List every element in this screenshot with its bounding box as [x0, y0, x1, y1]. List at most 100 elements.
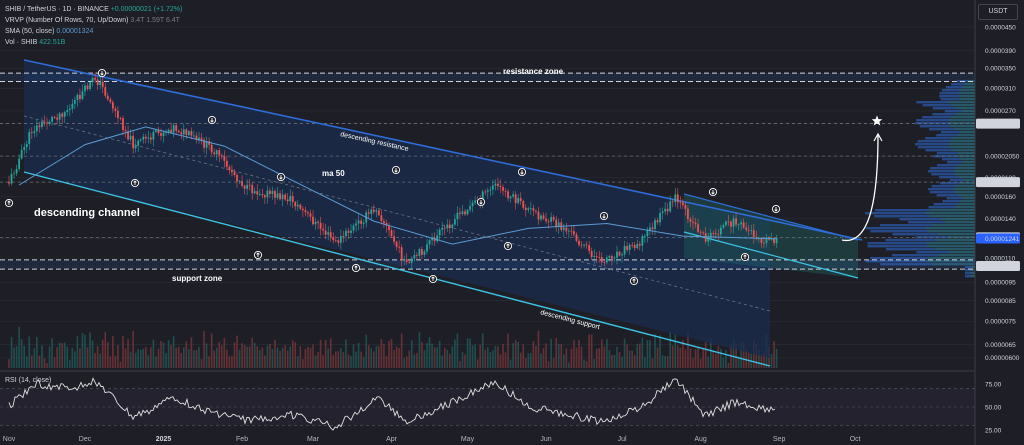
profile-bar-up — [865, 227, 926, 230]
candle-body — [155, 130, 157, 132]
candle-body — [461, 211, 464, 214]
candle-body — [51, 116, 53, 122]
volume-bar — [512, 343, 514, 368]
volume-bar — [568, 362, 570, 368]
profile-bar-down — [970, 275, 975, 278]
candle-body — [367, 212, 370, 214]
candle-body — [73, 100, 76, 104]
volume-bar — [18, 326, 20, 368]
candle-body — [122, 118, 124, 131]
candle-body — [730, 221, 732, 227]
candle-body — [641, 236, 644, 246]
candle-body — [745, 227, 748, 230]
candle-body — [727, 221, 730, 223]
volume-bar — [188, 349, 190, 368]
profile-bar-down — [929, 215, 975, 218]
volume-bar — [365, 334, 367, 368]
candle-body — [507, 191, 509, 199]
candle-body — [719, 227, 722, 235]
volume-bar — [725, 349, 727, 368]
pivot-markers — [4, 68, 883, 286]
volume-bar — [545, 343, 547, 368]
currency-badge[interactable]: USDT — [978, 4, 1018, 20]
arrow-down-icon — [391, 165, 401, 175]
profile-bar-up — [919, 125, 951, 128]
volume-bar — [221, 345, 223, 368]
volume-bar — [281, 347, 284, 368]
volume-bar — [28, 336, 31, 368]
profile-bar-down — [959, 182, 975, 185]
profile-bar-down — [925, 227, 975, 230]
resistance-zone-band — [0, 73, 975, 82]
candle-body — [517, 198, 520, 204]
volume-bar — [423, 350, 426, 368]
candle-body — [524, 207, 527, 211]
symbol-label[interactable]: SHIB / TetherUS · 1D · BINANCE — [5, 6, 109, 13]
price-axis[interactable]: 0.0000450 0.0000390 0.0000350 0.0000310 0.00… — [974, 0, 1024, 445]
profile-bar-up — [922, 104, 952, 107]
candle-body — [565, 227, 568, 232]
current-price-label-bg — [976, 233, 1020, 244]
time-tick-label: Oct — [850, 436, 861, 443]
price-tick-label: 0.00001050 — [985, 263, 1020, 270]
volume-bar — [112, 336, 114, 368]
sma-label[interactable]: SMA (50, close) — [5, 28, 55, 35]
candle-body — [595, 256, 598, 258]
price-tick-label: 0.0000350 — [985, 66, 1016, 73]
candlesticks — [8, 72, 778, 270]
volume-bar — [659, 335, 661, 368]
candle-body — [575, 234, 578, 241]
candle-body — [671, 201, 674, 203]
time-axis[interactable]: Nov Dec 2025 Feb Mar Apr May Jun Jul Aug Sep Oct — [3, 436, 861, 443]
candle-body — [395, 241, 398, 247]
candle-body — [48, 121, 51, 123]
candle-body — [81, 91, 84, 100]
candle-body — [747, 229, 750, 231]
volume-bar — [91, 340, 94, 368]
profile-bar-down — [937, 254, 975, 257]
candle-body — [360, 220, 363, 224]
volume-bar — [438, 340, 441, 368]
volume-bar — [497, 346, 499, 368]
candle-body — [481, 191, 484, 202]
volume-bar — [433, 347, 436, 368]
profile-bar-up — [936, 152, 958, 155]
profile-bar-up — [941, 89, 961, 92]
volume-bar — [46, 363, 48, 368]
volume-bar — [289, 346, 291, 368]
volume-bar — [770, 353, 773, 368]
level-label-bg — [976, 261, 1020, 271]
profile-bar-down — [962, 161, 975, 164]
volume-bar — [162, 342, 165, 368]
vrvp-label[interactable]: VRVP (Number Of Rows, 70, Up/Down) — [5, 17, 129, 24]
volume-bar — [309, 347, 312, 368]
volume-bar — [373, 351, 375, 368]
profile-bar-down — [953, 188, 975, 191]
volume-bar — [10, 337, 13, 368]
candle-body — [388, 225, 390, 231]
sma-value: 0.00001324 — [56, 28, 94, 35]
volume-bar — [525, 358, 527, 368]
volume-label[interactable]: Vol · SHIB — [5, 39, 38, 46]
rsi-tick-label: 75.00 — [985, 381, 1002, 388]
volume-bar — [727, 362, 730, 368]
volume-bar — [56, 347, 58, 368]
profile-bar-up — [931, 173, 956, 176]
price-tick-label: 0.0000065 — [985, 342, 1016, 349]
candle-body — [593, 256, 596, 258]
volume-bar — [264, 355, 266, 368]
candle-body — [666, 208, 669, 212]
candle-body — [241, 181, 243, 186]
volume-bar — [145, 347, 147, 368]
candle-body — [284, 194, 287, 200]
profile-bar-down — [959, 131, 975, 134]
volume-bar — [656, 347, 659, 368]
volume-bar — [380, 339, 383, 368]
volume-bar — [514, 340, 517, 368]
arrow-up-icon — [130, 178, 140, 188]
candle-body — [129, 135, 132, 140]
candle-body — [167, 129, 170, 133]
candle-body — [149, 137, 152, 140]
volume-bar — [715, 353, 717, 368]
